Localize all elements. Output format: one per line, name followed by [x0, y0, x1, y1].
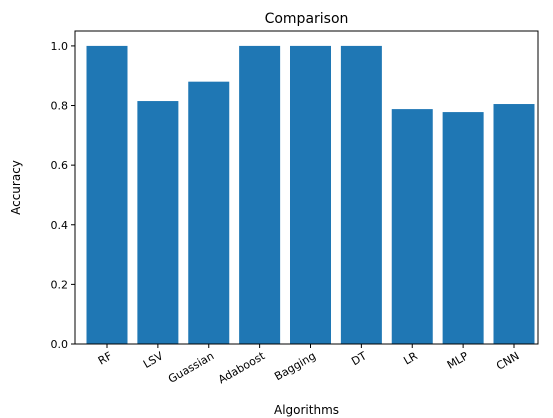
x-tick-label: Guassian: [166, 349, 216, 386]
bars-group: [86, 45, 535, 345]
x-tick-label: Adaboost: [216, 349, 268, 386]
bar-adaboost: [239, 45, 281, 345]
bar-guassian: [188, 81, 230, 344]
y-tick-label: 0.2: [51, 278, 69, 291]
bar-lr: [391, 109, 433, 344]
y-tick-label: 0.6: [51, 159, 69, 172]
x-tick-label: CNN: [494, 349, 521, 372]
y-tick-label: 0.8: [51, 100, 69, 113]
x-tick-label: LR: [401, 349, 420, 367]
bar-dt: [340, 45, 382, 345]
y-tick-label: 0.4: [51, 219, 69, 232]
y-ticks-group: 0.0 0.2 0.4 0.6 0.8 1.0: [51, 40, 75, 351]
y-axis-label: Accuracy: [9, 160, 23, 215]
bar-lsv: [137, 101, 179, 344]
x-tick-label: MLP: [445, 349, 471, 372]
x-tick-label: RF: [96, 349, 115, 367]
bar-cnn: [493, 104, 535, 345]
chart-title: Comparison: [265, 11, 349, 27]
x-tick-label: DT: [349, 349, 369, 368]
bar-bagging: [290, 45, 331, 345]
y-tick-label: 0.0: [51, 338, 69, 351]
plot-frame: [74, 30, 539, 345]
x-axis-label: Algorithms: [274, 403, 339, 417]
x-tick-label: Bagging: [272, 349, 318, 383]
x-ticks-group: RF LSV Guassian Adaboost Bagging DT LR MLP CNN: [96, 344, 522, 386]
bar-mlp: [442, 112, 484, 344]
bar-rf: [86, 45, 128, 345]
x-tick-label: LSV: [141, 349, 166, 371]
y-tick-label: 1.0: [51, 40, 69, 53]
